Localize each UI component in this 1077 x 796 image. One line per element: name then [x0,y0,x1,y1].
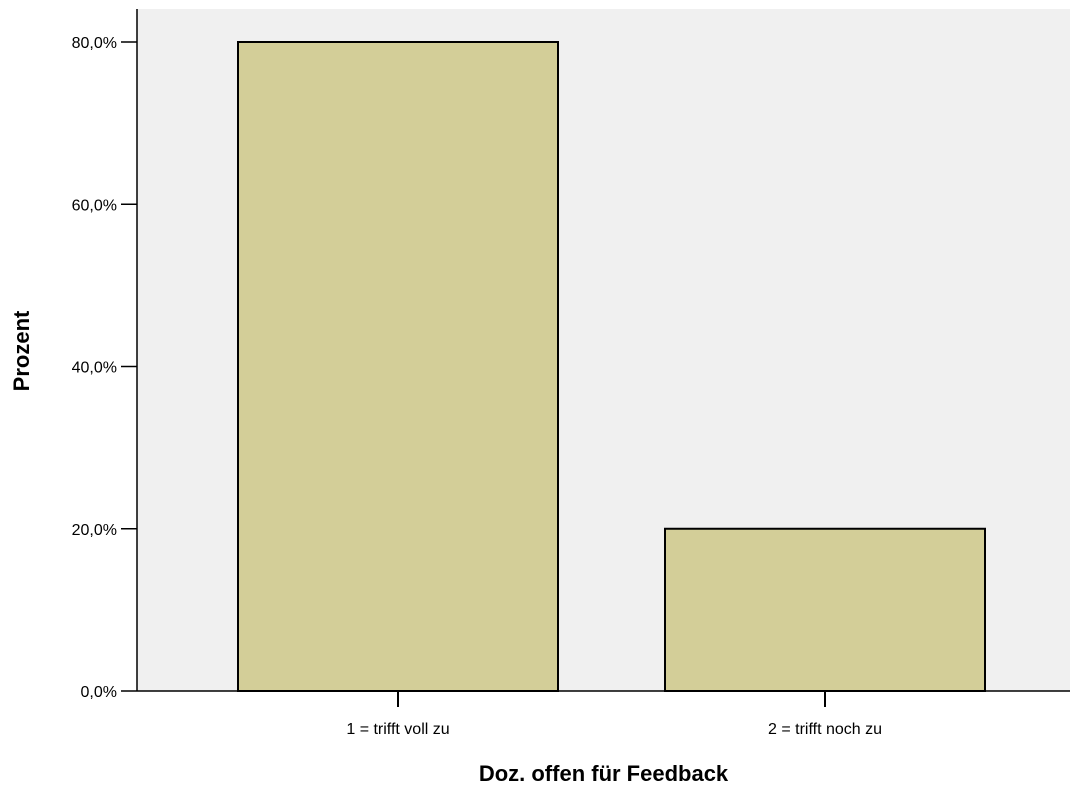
y-axis-title: Prozent [9,310,34,391]
axes-group [136,9,1070,692]
y-tick-label: 60,0% [72,197,117,214]
x-axis-title: Doz. offen für Feedback [479,761,729,786]
y-tick-label: 40,0% [72,360,117,377]
x-tick-label: 2 = trifft noch zu [768,721,882,738]
bar-2 [664,527,986,692]
y-tick-label: 80,0% [72,35,117,52]
y-tick-label: 20,0% [72,522,117,539]
ticks-group: 0,0% 20,0% 40,0% 60,0% 80,0% 1 = trifft voll … [72,35,882,738]
bar-1 [237,41,559,692]
x-tick-label: 1 = trifft voll zu [346,721,449,738]
y-tick-label: 0,0% [81,684,117,701]
bars-group [237,41,986,692]
